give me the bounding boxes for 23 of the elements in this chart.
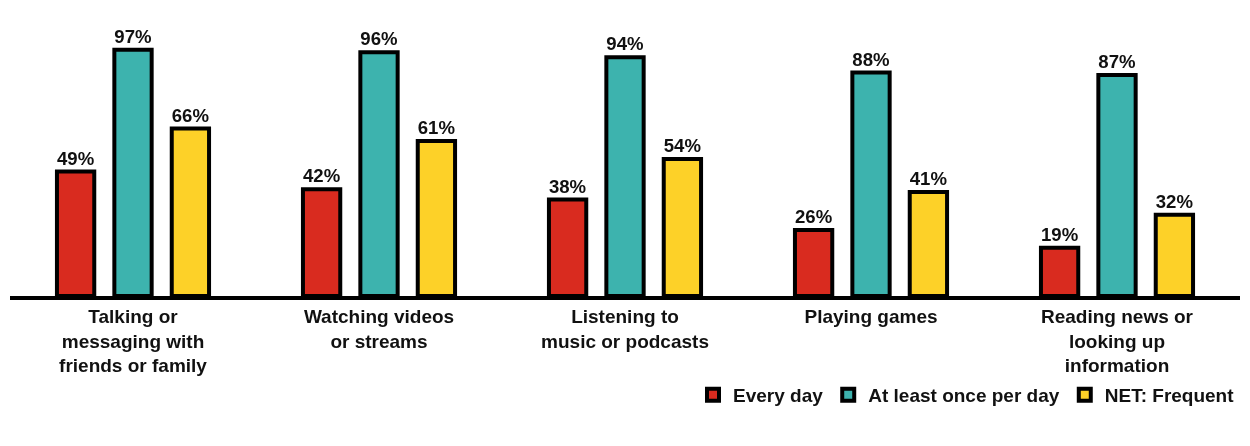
data-label: 94%	[606, 33, 645, 55]
legend-label: Every day	[733, 385, 824, 407]
data-label: 49%	[56, 147, 95, 169]
data-label: 26%	[794, 206, 833, 228]
data-label: 54%	[663, 134, 702, 156]
x-tick-label: Listening to music or podcasts	[541, 305, 709, 352]
legend-label: At least once per day	[868, 385, 1060, 407]
data-label: 32%	[1155, 190, 1194, 212]
data-label: 42%	[302, 165, 341, 187]
data-label: 87%	[1098, 51, 1137, 73]
x-tick-label: Playing games	[804, 305, 938, 327]
data-label: 41%	[909, 167, 948, 189]
data-label: 38%	[548, 175, 587, 197]
data-label: 61%	[417, 117, 456, 139]
x-tick-label: Watching videos or streams	[303, 305, 455, 352]
legend-label: NET: Frequent	[1104, 385, 1235, 407]
data-label: 66%	[171, 104, 210, 126]
x-tick-label: Talking or messaging with friends or family	[59, 305, 208, 377]
data-label: 19%	[1040, 223, 1079, 245]
x-tick-label: Reading news or looking up information	[1040, 305, 1194, 377]
data-label: 96%	[360, 28, 399, 50]
data-label: 88%	[852, 48, 891, 70]
data-label: 97%	[114, 25, 153, 47]
